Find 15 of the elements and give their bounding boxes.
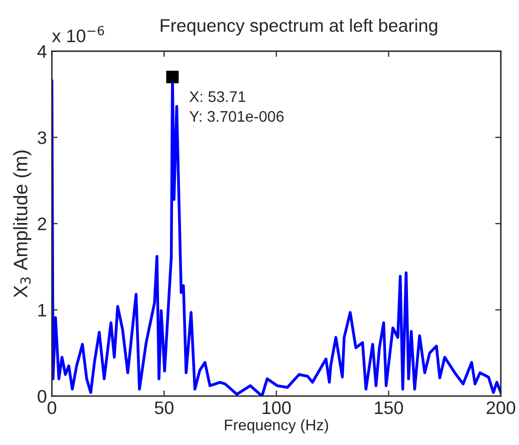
x-tick-label: 50: [154, 401, 174, 414]
annotation: X: 53.71 Y: 3.701e-006: [189, 91, 284, 122]
chart-title: Frequency spectrum at left bearing: [160, 18, 438, 36]
x-tick-label: 0: [48, 401, 56, 414]
x-tick-label: 200: [486, 401, 516, 414]
text: x 10$^{−6}$: [52, 26, 104, 42]
y-tick-label: 4: [37, 45, 47, 58]
x-axis-title: Frequency (Hz): [224, 419, 328, 434]
x-tick-label: 150: [374, 401, 403, 414]
y-axis-title: X$_{3}$ Amplitude (m): [13, 150, 32, 298]
y-tick-label: 2: [38, 218, 46, 230]
y-tick-label: 3: [38, 131, 46, 144]
x-tick-label: 100: [262, 401, 291, 414]
y-tick-label: 1: [38, 304, 46, 316]
y-tick-label: 0: [38, 390, 46, 403]
